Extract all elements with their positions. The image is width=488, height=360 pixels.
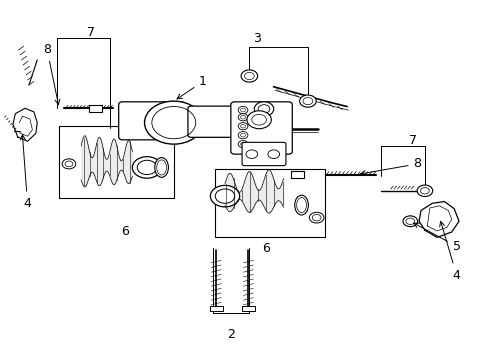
Text: 8: 8: [43, 42, 60, 104]
Text: 5: 5: [413, 223, 460, 253]
Ellipse shape: [155, 158, 168, 177]
Circle shape: [210, 185, 239, 207]
FancyBboxPatch shape: [242, 142, 285, 166]
Ellipse shape: [294, 195, 308, 215]
Circle shape: [244, 72, 254, 80]
FancyBboxPatch shape: [119, 102, 184, 140]
Text: 6: 6: [121, 225, 129, 238]
Circle shape: [238, 107, 247, 114]
Circle shape: [240, 134, 245, 137]
Circle shape: [240, 116, 245, 119]
Circle shape: [246, 111, 271, 129]
Circle shape: [137, 160, 157, 175]
Circle shape: [309, 212, 324, 223]
Circle shape: [405, 218, 414, 225]
Text: 4: 4: [20, 135, 31, 210]
Circle shape: [251, 114, 266, 125]
Circle shape: [240, 125, 245, 128]
Circle shape: [299, 95, 316, 107]
FancyBboxPatch shape: [230, 102, 292, 154]
Bar: [89, 105, 102, 112]
Bar: [242, 306, 254, 311]
Text: 8: 8: [360, 157, 421, 176]
Text: 4: 4: [439, 221, 460, 282]
Circle shape: [303, 98, 312, 105]
Circle shape: [402, 216, 417, 226]
Text: 7: 7: [87, 27, 95, 40]
Circle shape: [416, 185, 432, 197]
Circle shape: [245, 150, 257, 158]
Text: 1: 1: [177, 75, 206, 99]
Bar: [59, 126, 173, 198]
Bar: [290, 171, 303, 178]
Text: 3: 3: [252, 32, 260, 45]
Circle shape: [420, 188, 428, 194]
Circle shape: [258, 105, 269, 113]
Circle shape: [238, 114, 247, 121]
Circle shape: [241, 70, 257, 82]
Ellipse shape: [296, 198, 306, 213]
Circle shape: [144, 101, 203, 144]
Text: 2: 2: [226, 328, 234, 341]
FancyBboxPatch shape: [187, 106, 242, 137]
Circle shape: [62, 159, 76, 169]
Circle shape: [312, 215, 321, 221]
Circle shape: [238, 123, 247, 130]
Circle shape: [240, 142, 245, 146]
Circle shape: [267, 150, 279, 158]
Ellipse shape: [157, 160, 166, 175]
Circle shape: [215, 189, 234, 203]
Circle shape: [238, 140, 247, 148]
Circle shape: [238, 132, 247, 139]
Bar: [209, 306, 222, 311]
Circle shape: [240, 108, 245, 112]
Text: 7: 7: [408, 134, 416, 147]
Circle shape: [65, 161, 73, 167]
Text: 6: 6: [262, 242, 270, 255]
Circle shape: [254, 102, 273, 116]
Bar: [215, 169, 325, 237]
Circle shape: [132, 157, 161, 178]
